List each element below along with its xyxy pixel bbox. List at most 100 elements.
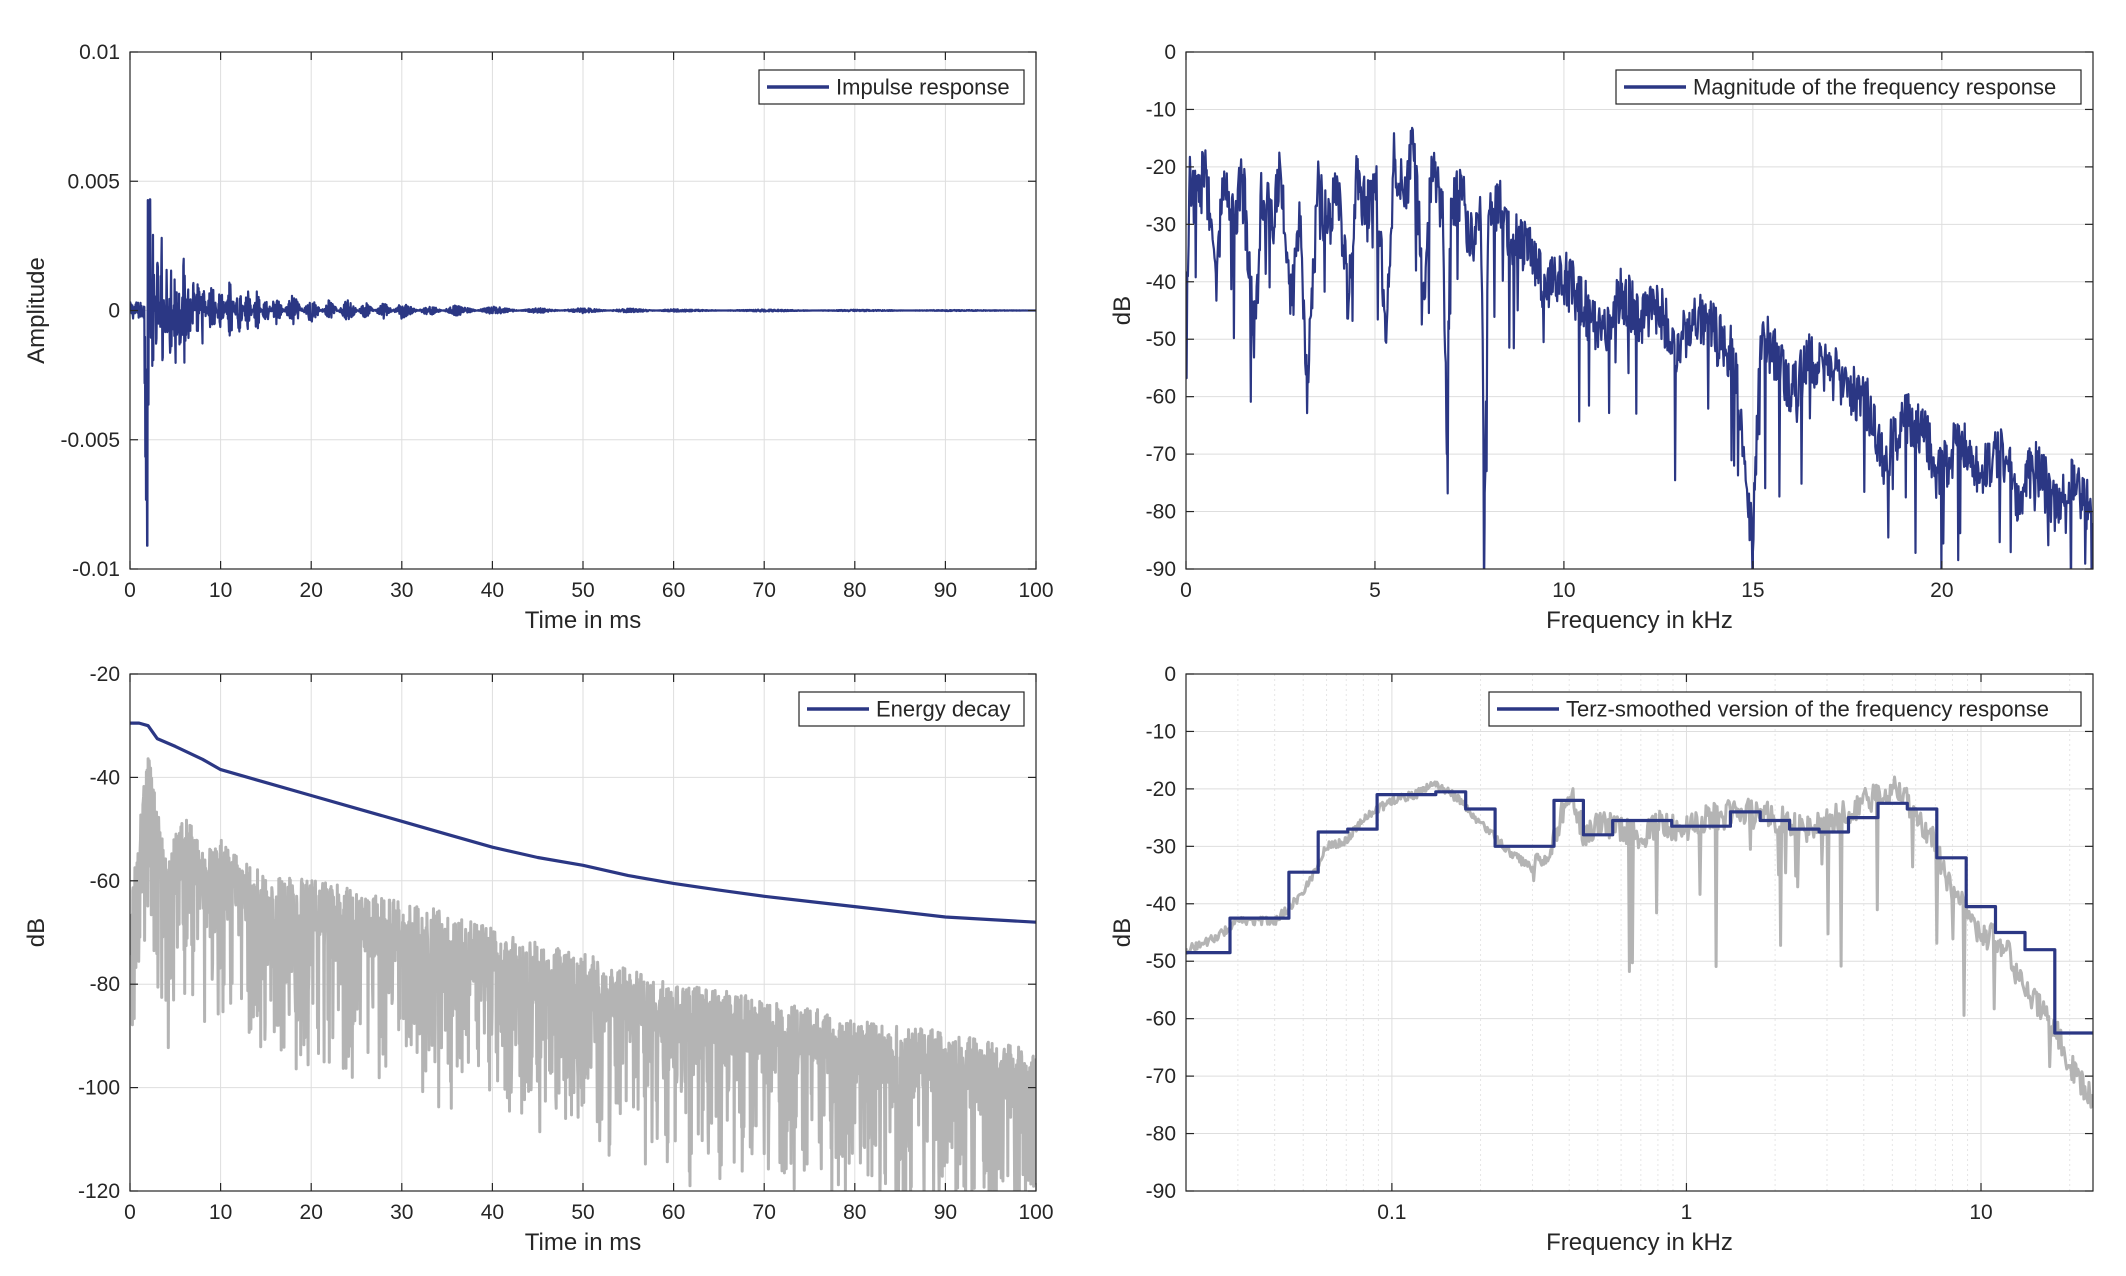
x-tick-label: 50: [571, 579, 594, 602]
x-tick-label: 40: [481, 1201, 504, 1224]
y-axis-label: Amplitude: [23, 257, 50, 364]
traces: [1186, 126, 2093, 569]
y-tick-label: -90: [1146, 558, 1176, 581]
y-tick-label: 0: [1164, 41, 1176, 64]
y-tick-label: 0: [108, 300, 120, 323]
y-tick-label: -10: [1146, 98, 1176, 121]
chart-panel-3: 0 10 20 30 40 50 60 70 80 90 100 -20 -40 -60 -80 -100 -1…: [23, 663, 1054, 1256]
x-tick-label: 50: [571, 1201, 594, 1224]
y-tick-label: -80: [1146, 501, 1176, 524]
x-tick-label: 10: [209, 1201, 232, 1224]
legend: Energy decay: [798, 691, 1025, 727]
x-tick-label: 20: [300, 1201, 323, 1224]
traces: [130, 198, 1036, 547]
y-tick-label: -40: [90, 766, 120, 789]
x-tick-label: 0: [124, 1201, 136, 1224]
x-tick-label: 100: [1018, 1201, 1053, 1224]
y-tick-label: -50: [1146, 328, 1176, 351]
x-axis: 0 10 20 30 40 50 60 70 80 90 100: [124, 674, 1054, 1224]
x-tick-label: 30: [390, 579, 413, 602]
x-tick-label: 1: [1681, 1201, 1693, 1224]
x-tick-label: 20: [300, 579, 323, 602]
chart-panel-4: 0.1 1 10 0 -10 -20 -30 -40 -50 -60 -70 -80 -90 Freque…: [1109, 663, 2094, 1256]
traces: [1186, 775, 2093, 1109]
x-tick-label: 60: [662, 1201, 685, 1224]
y-axis: 0 -10 -20 -30 -40 -50 -60 -70 -80 -90: [1146, 663, 2093, 1203]
y-tick-label: -50: [1146, 950, 1176, 973]
x-axis: 0 5 10 15 20: [1180, 52, 1954, 602]
y-tick-label: -30: [1146, 835, 1176, 858]
y-tick-label: -10: [1146, 720, 1176, 743]
legend-label: Magnitude of the frequency response: [1693, 75, 2056, 100]
x-axis-label: Frequency in kHz: [1546, 1229, 1733, 1256]
y-tick-label: -30: [1146, 213, 1176, 236]
y-tick-label: -60: [1146, 1008, 1176, 1031]
x-tick-label: 60: [662, 579, 685, 602]
legend: Magnitude of the frequency response: [1615, 69, 2082, 105]
x-tick-label: 10: [1552, 579, 1575, 602]
x-tick-label: 100: [1018, 579, 1053, 602]
y-tick-label: -100: [78, 1077, 120, 1100]
y-tick-label: -120: [78, 1180, 120, 1203]
y-axis-label: dB: [1109, 918, 1136, 947]
traces: [130, 721, 1036, 1191]
x-tick-label: 80: [843, 1201, 866, 1224]
y-axis-label: dB: [23, 918, 50, 947]
y-tick-label: -70: [1146, 443, 1176, 466]
y-tick-label: -90: [1146, 1180, 1176, 1203]
legend-label: Impulse response: [836, 75, 1010, 100]
x-tick-label: 20: [1930, 579, 1953, 602]
legend: Terz-smoothed version of the frequency r…: [1488, 691, 2082, 727]
axes-frame: [1185, 673, 2094, 1192]
x-tick-label: 30: [390, 1201, 413, 1224]
x-tick-label: 40: [481, 579, 504, 602]
legend-box: [1488, 691, 2082, 727]
x-tick-label: 70: [753, 579, 776, 602]
x-tick-label: 10: [1969, 1201, 1992, 1224]
series-line: [1186, 790, 2093, 1035]
x-axis-label: Time in ms: [525, 1229, 641, 1256]
chart-panel-1: 0 10 20 30 40 50 60 70 80 90 100 0.01 0.005 0 -0.005 -0…: [23, 41, 1054, 634]
reference-trace: [130, 757, 1036, 1191]
reference-trace: [1186, 775, 2093, 1109]
y-tick-label: 0: [1164, 663, 1176, 686]
x-tick-label: 0: [1180, 579, 1192, 602]
y-tick-label: -60: [90, 870, 120, 893]
y-tick-label: -40: [1146, 893, 1176, 916]
x-axis: 0 10 20 30 40 50 60 70 80 90 100: [124, 52, 1054, 602]
y-tick-label: -40: [1146, 271, 1176, 294]
y-tick-label: -0.005: [60, 429, 120, 452]
y-tick-label: -20: [1146, 156, 1176, 179]
y-tick-label: -80: [1146, 1123, 1176, 1146]
axes-frame: [1185, 51, 2094, 570]
y-tick-label: -20: [90, 663, 120, 686]
legend-label: Energy decay: [876, 697, 1011, 722]
y-tick-label: -0.01: [72, 558, 120, 581]
series-line: [1186, 126, 2093, 569]
x-tick-label: 90: [934, 1201, 957, 1224]
y-axis: 0 -10 -20 -30 -40 -50 -60 -70 -80 -90: [1146, 41, 2093, 581]
legend-box: [1615, 69, 2082, 105]
x-tick-label: 15: [1741, 579, 1764, 602]
x-tick-label: 90: [934, 579, 957, 602]
legend-label: Terz-smoothed version of the frequency r…: [1566, 697, 2049, 722]
x-axis-label: Time in ms: [525, 607, 641, 634]
x-tick-label: 5: [1369, 579, 1381, 602]
x-tick-label: 0: [124, 579, 136, 602]
y-tick-label: -20: [1146, 778, 1176, 801]
y-axis-label: dB: [1109, 296, 1136, 325]
x-tick-label: 0.1: [1377, 1201, 1406, 1224]
chart-panel-2: 0 5 10 15 20 0 -10 -20 -30 -40 -50 -60 -70 -80 -90 Freq…: [1109, 41, 2094, 634]
y-tick-label: 0.005: [67, 170, 120, 193]
x-tick-label: 10: [209, 579, 232, 602]
series-line: [130, 198, 1036, 547]
y-tick-label: -60: [1146, 386, 1176, 409]
series-line: [130, 721, 1036, 924]
x-tick-label: 70: [753, 1201, 776, 1224]
plot-area: [1186, 674, 2093, 1191]
legend: Impulse response: [758, 69, 1025, 105]
y-tick-label: 0.01: [79, 41, 120, 64]
y-axis: -20 -40 -60 -80 -100 -120: [78, 663, 1036, 1203]
y-tick-label: -80: [90, 973, 120, 996]
